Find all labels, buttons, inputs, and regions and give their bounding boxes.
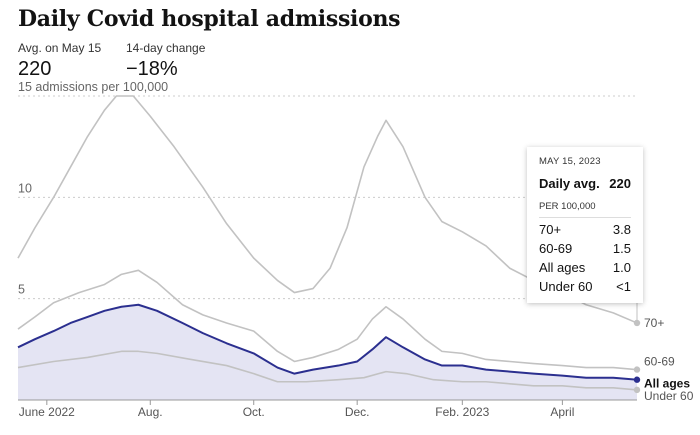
x-tick-label: Oct. <box>243 405 265 419</box>
tooltip-main: Daily avg. 220 <box>539 176 631 191</box>
series-end-point <box>633 319 641 327</box>
y-tick-label: 15 admissions per 100,000 <box>18 80 168 94</box>
tooltip-row: All ages 1.0 <box>539 260 631 275</box>
x-tick-label: June 2022 <box>19 405 75 419</box>
tooltip-subtitle: PER 100,000 <box>539 201 631 218</box>
series-end-label: Under 60 <box>644 389 694 403</box>
series-line-70- <box>17 95 638 324</box>
avg-label: Avg. on May 15 <box>18 41 102 55</box>
tooltip-row-value: 3.8 <box>612 222 631 237</box>
x-tick-label: Feb. 2023 <box>435 405 489 419</box>
x-tick-label: April <box>550 405 574 419</box>
tooltip-row-label: 60-69 <box>539 241 573 256</box>
tooltip-row-value: 1.0 <box>612 260 631 275</box>
tooltip-row-value: 1.5 <box>612 241 631 256</box>
tooltip-row: 60-69 1.5 <box>539 241 631 256</box>
tooltip-row: 70+ 3.8 <box>539 222 631 237</box>
avg-value: 220 <box>18 58 52 80</box>
x-tick-label: Dec. <box>345 405 370 419</box>
chart-title: Daily Covid hospital admissions <box>18 6 401 32</box>
change-value: −18% <box>126 58 178 80</box>
series-end-point <box>633 386 641 394</box>
series-end-label: 70+ <box>644 316 664 330</box>
tooltip-row-label: Under 60 <box>539 279 593 294</box>
chart-tooltip: MAY 15, 2023 Daily avg. 220 PER 100,000 … <box>527 147 643 303</box>
series-end-label: 60-69 <box>644 355 675 369</box>
x-tick-label: Aug. <box>138 405 163 419</box>
tooltip-row-label: All ages <box>539 260 586 275</box>
tooltip-row: Under 60 <1 <box>539 279 631 294</box>
series-end-point <box>633 376 641 383</box>
tooltip-date: MAY 15, 2023 <box>539 156 601 167</box>
y-tick-label: 10 <box>18 181 32 195</box>
y-tick-label: 5 <box>18 283 25 297</box>
series-line-all-ages <box>17 303 638 381</box>
series-line-under-60 <box>17 350 638 391</box>
tooltip-main-value: 220 <box>609 176 631 191</box>
series-end-label: All ages <box>644 377 690 391</box>
tooltip-main-label: Daily avg. <box>539 176 600 191</box>
change-label: 14-day change <box>126 41 206 55</box>
series-end-point <box>633 366 641 373</box>
all-ages-area <box>18 304 637 400</box>
series-line-60-69 <box>17 269 638 371</box>
tooltip-row-value: <1 <box>616 279 631 294</box>
tooltip-row-label: 70+ <box>539 222 562 237</box>
